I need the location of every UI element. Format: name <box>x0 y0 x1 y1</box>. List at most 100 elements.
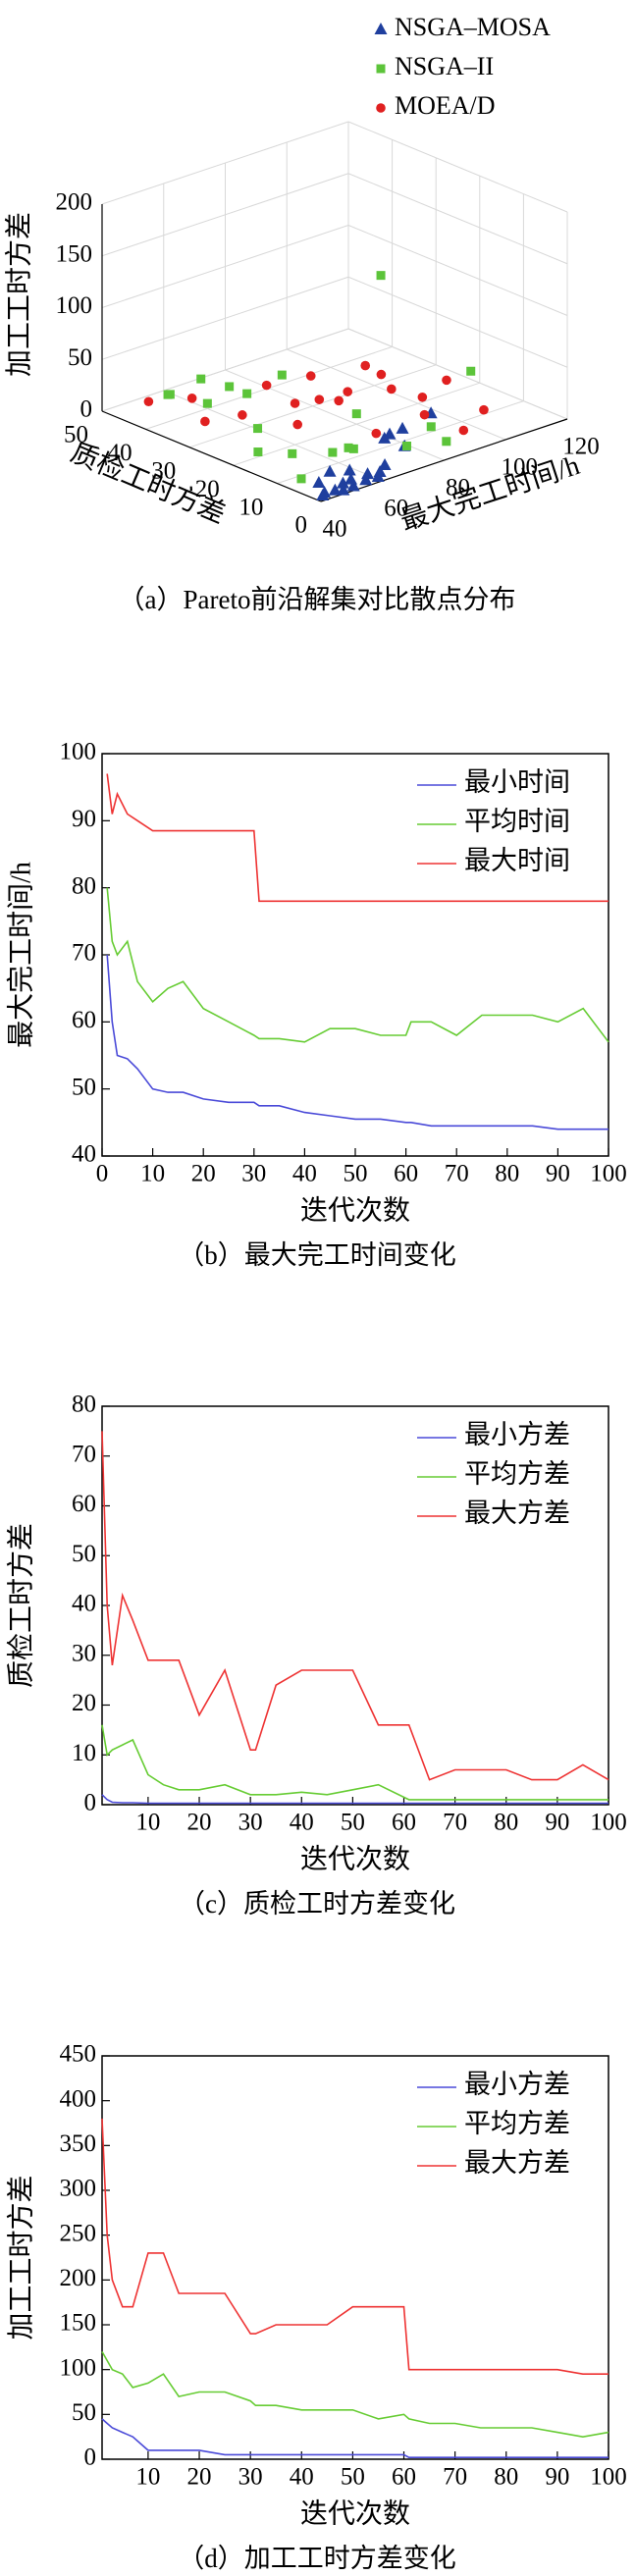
grid-line <box>347 225 568 316</box>
series-line <box>106 773 609 903</box>
x-tick-label: 10 <box>135 2464 160 2491</box>
x-tick-label: 40 <box>323 516 347 543</box>
y-tick-label: 60 <box>72 1491 96 1517</box>
point <box>323 464 337 477</box>
y-tick-label: 350 <box>60 2130 97 2157</box>
legend-label: 最小时间 <box>464 767 570 797</box>
point <box>396 421 409 434</box>
point <box>378 457 392 470</box>
legend-label: 最大方差 <box>464 2148 570 2178</box>
legend-label: NSGA–II <box>395 52 494 80</box>
point <box>344 472 358 485</box>
x-tick-label: 90 <box>545 2464 569 2491</box>
series-line <box>101 2118 609 2375</box>
grid-line <box>163 390 383 482</box>
point <box>371 428 382 439</box>
y-tick-label: 40 <box>72 1591 96 1617</box>
x-tick-label: 90 <box>545 1810 569 1836</box>
y-tick-label: 200 <box>60 2265 97 2291</box>
x-tick-label: 70 <box>443 1810 467 1836</box>
point <box>359 473 373 486</box>
legend-label: 最小方差 <box>464 2070 570 2099</box>
x-tick-label: 30 <box>241 1161 266 1187</box>
point <box>479 404 489 415</box>
caption: （d）加工工时方差变化 <box>178 2544 456 2573</box>
x-tick-label: 40 <box>290 2464 314 2491</box>
z-tick-label: 200 <box>56 189 93 216</box>
z-tick-label: 0 <box>80 396 93 423</box>
y-tick-label: 60 <box>72 1007 96 1033</box>
grid-line <box>101 121 349 205</box>
point <box>351 409 361 419</box>
y-axis-label: 质检工时方差 <box>5 1523 36 1688</box>
x-tick-label: 80 <box>446 475 470 501</box>
point <box>373 465 387 478</box>
y-tick-label: 0 <box>295 512 308 539</box>
series-line <box>106 887 609 1043</box>
y-tick-label: 70 <box>72 1441 96 1467</box>
x-tick-label: 30 <box>238 1810 263 1836</box>
point <box>186 394 197 403</box>
point <box>336 476 349 489</box>
x-tick-label: 0 <box>96 1161 109 1187</box>
series-line <box>101 1431 609 1781</box>
legend-label: 最小方差 <box>464 1420 570 1449</box>
x-tick-label: 60 <box>392 2464 416 2491</box>
legend-marker <box>376 64 386 74</box>
x-tick-label: 10 <box>135 1810 160 1836</box>
point <box>296 474 306 484</box>
caption: （c）质检工时方差变化 <box>179 1889 455 1919</box>
x-tick-label: 100 <box>590 2464 627 2491</box>
y-tick-label: 300 <box>60 2176 97 2202</box>
y-tick-label: 50 <box>72 1074 96 1100</box>
caption: （b）最大完工时间变化 <box>178 1240 456 1270</box>
point <box>442 437 451 447</box>
grid-line <box>347 276 568 368</box>
y-tick-label: 100 <box>60 739 97 765</box>
grid-line <box>347 121 568 213</box>
legend-marker <box>374 23 388 34</box>
x-axis-label: 最大完工时间/h <box>397 449 583 537</box>
y-tick-label: 30 <box>151 458 176 485</box>
z-tick-label: 50 <box>68 344 92 371</box>
point <box>288 448 297 458</box>
series-line <box>106 954 609 1130</box>
grid-line <box>101 328 349 412</box>
grid-line <box>287 348 506 441</box>
y-tick-label: 40 <box>72 1141 96 1168</box>
y-tick-label: 20 <box>195 476 220 502</box>
grid-line <box>101 173 349 257</box>
y-tick-label: 400 <box>60 2085 97 2112</box>
y-tick-label: 10 <box>238 494 263 520</box>
x-axis-label: 迭代次数 <box>300 2497 410 2529</box>
y-tick-label: 150 <box>60 2310 97 2337</box>
point <box>163 390 173 399</box>
y-tick-label: 70 <box>72 940 96 967</box>
y-axis-label: 最大完工时间/h <box>5 862 36 1048</box>
grid-line <box>101 225 349 308</box>
x-tick-label: 70 <box>443 2464 467 2491</box>
point <box>253 424 263 434</box>
grid-line <box>189 364 437 448</box>
legend-label: 最大时间 <box>464 846 570 875</box>
point <box>314 394 325 404</box>
legend-label: 平均时间 <box>464 807 570 836</box>
x-tick-label: 60 <box>392 1810 416 1836</box>
point <box>290 398 300 408</box>
x-tick-label: 80 <box>495 1161 519 1187</box>
grid-line <box>277 400 524 485</box>
grid-line <box>225 369 445 461</box>
y-tick-label: 450 <box>60 2041 97 2068</box>
series-line <box>101 2418 609 2458</box>
x-axis-label: 迭代次数 <box>300 1843 410 1874</box>
point <box>458 425 469 436</box>
x-tick-label: 120 <box>562 434 600 460</box>
y-tick-label: 10 <box>72 1740 96 1766</box>
grid-line <box>233 382 480 466</box>
legend-label: 平均方差 <box>464 1459 570 1489</box>
point <box>376 369 387 380</box>
y-tick-label: 20 <box>72 1690 96 1716</box>
x-tick-label: 70 <box>445 1161 469 1187</box>
